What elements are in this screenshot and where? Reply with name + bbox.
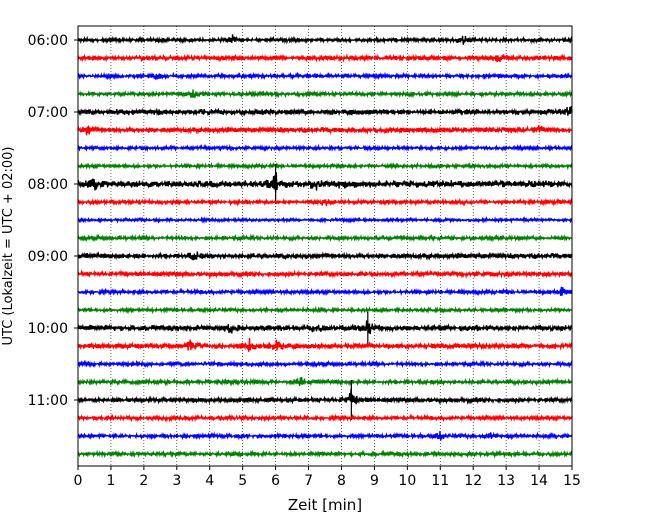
trace-0815 <box>77 197 573 207</box>
trace-0645 <box>77 89 573 99</box>
trace-0830 <box>77 216 573 225</box>
x-tick-label: 0 <box>74 473 83 489</box>
seismic-traces <box>77 34 573 459</box>
y-tick-label: 11:00 <box>28 393 68 409</box>
x-tick-label: 6 <box>271 473 280 489</box>
trace-0630 <box>77 71 573 81</box>
x-tick-label: 13 <box>497 473 515 489</box>
x-tick-label: 5 <box>238 473 247 489</box>
x-axis-label: Zeit [min] <box>288 496 362 514</box>
trace-0600 <box>77 34 573 45</box>
y-tick-label: 08:00 <box>28 177 68 193</box>
trace-0715 <box>77 124 573 136</box>
x-tick-label: 2 <box>139 473 148 489</box>
trace-0745 <box>77 161 573 171</box>
x-tick-label: 1 <box>106 473 115 489</box>
plot-frame <box>77 25 573 467</box>
trace-0800 <box>77 172 573 193</box>
trace-1030 <box>77 359 573 369</box>
trace-0700 <box>77 106 573 117</box>
trace-1145 <box>77 449 573 459</box>
x-tick-label: 3 <box>172 473 181 489</box>
x-tick-label: 8 <box>337 473 346 489</box>
x-tick-label: 12 <box>464 473 482 489</box>
x-tick-label: 14 <box>530 473 548 489</box>
trace-1000 <box>77 320 573 335</box>
trace-1100 <box>77 388 573 405</box>
trace-0845 <box>77 233 573 243</box>
y-axis-label: UTC (Lokalzeit = UTC + 02:00) <box>1 147 16 346</box>
y-tick-label: 06:00 <box>28 33 68 49</box>
y-tick-label: 07:00 <box>28 105 68 121</box>
trace-1115 <box>77 413 573 423</box>
y-axis-ticks: 06:00 07:00 08:00 09:00 10:00 11:00 <box>28 33 78 409</box>
trace-0930 <box>77 286 573 297</box>
x-tick-label: 11 <box>431 473 449 489</box>
x-tick-label: 7 <box>304 473 313 489</box>
trace-0730 <box>77 143 573 153</box>
trace-1130 <box>77 430 573 441</box>
trace-1045 <box>77 377 573 387</box>
x-tick-label: 9 <box>370 473 379 489</box>
trace-0900 <box>77 251 573 261</box>
x-axis-ticks: 0 1 2 3 4 5 6 7 8 9 10 11 12 13 14 15 <box>74 466 581 489</box>
y-tick-label: 10:00 <box>28 321 68 337</box>
x-tick-label: 15 <box>563 473 581 489</box>
y-tick-label: 09:00 <box>28 249 68 265</box>
trace-0945 <box>77 305 573 315</box>
x-tick-label: 10 <box>398 473 416 489</box>
trace-1015 <box>77 337 573 352</box>
trace-0615 <box>77 53 573 63</box>
x-tick-label: 4 <box>205 473 214 489</box>
trace-0915 <box>77 268 573 279</box>
